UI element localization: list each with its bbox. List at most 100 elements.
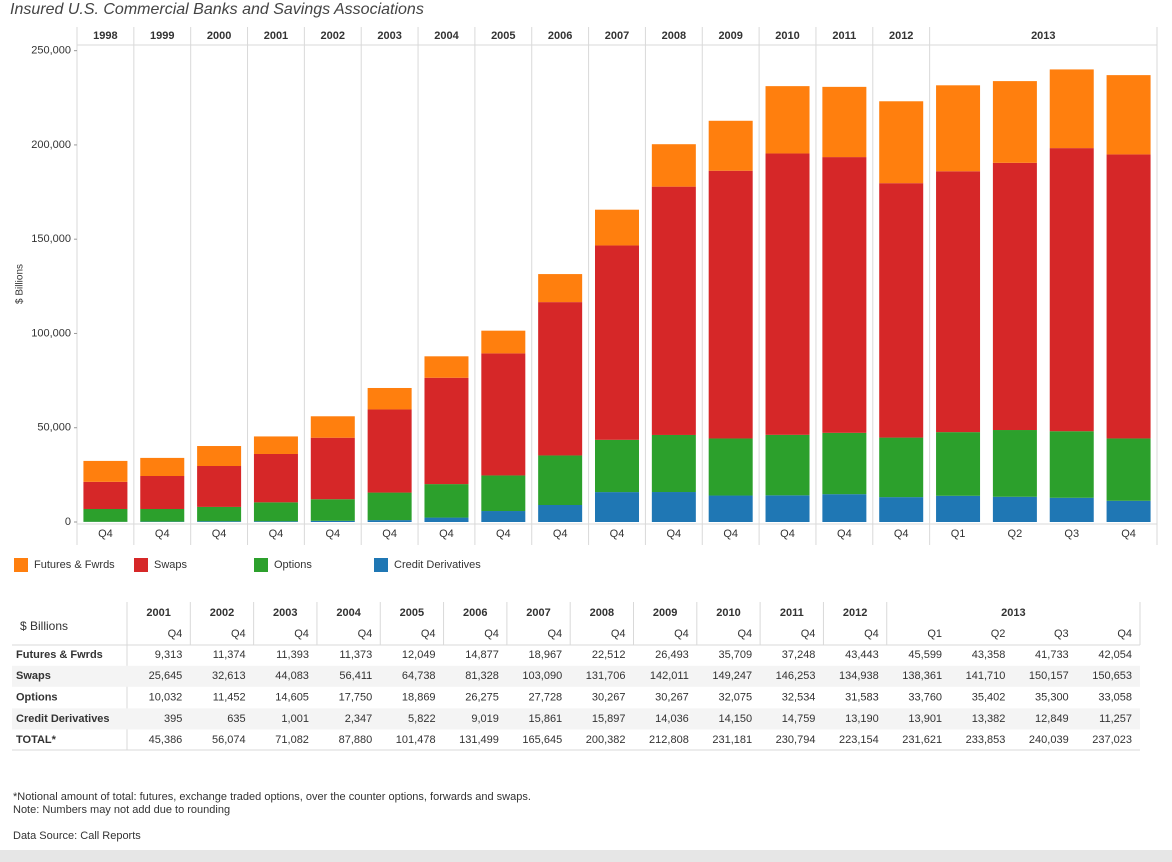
y-tick-label: 250,000 [31, 45, 71, 57]
table-cell: 150,653 [1092, 670, 1132, 682]
bar-segment [83, 481, 128, 509]
table-cell: 35,300 [1035, 692, 1069, 704]
table-period: Q4 [674, 628, 689, 640]
bar-segment [367, 520, 412, 522]
table-cell: 240,039 [1029, 734, 1069, 746]
table-period: Q4 [548, 628, 563, 640]
bar-segment [708, 170, 753, 439]
table-period: Q2 [991, 628, 1006, 640]
bar-segment [879, 437, 924, 498]
row-label: Swaps [16, 670, 51, 682]
year-label: 2005 [491, 30, 515, 42]
table-cell: 11,393 [276, 649, 309, 661]
table-cell: 27,728 [529, 692, 563, 704]
table-cell: 395 [164, 713, 182, 725]
bar-segment [538, 455, 583, 505]
bar-segment [424, 517, 469, 522]
table-year: 2003 [273, 607, 297, 619]
x-tick-label: Q4 [894, 528, 909, 540]
bar-segment [424, 377, 469, 485]
table-cell: 30,267 [592, 692, 626, 704]
row-label: TOTAL* [16, 734, 57, 746]
table-cell: 142,011 [650, 670, 689, 682]
x-tick-label: Q4 [610, 528, 625, 540]
table-cell: 12,849 [1035, 713, 1069, 725]
bar-segment [651, 144, 696, 187]
bar-segment [992, 430, 1037, 497]
table-year: 2012 [843, 607, 867, 619]
table-period: Q4 [358, 628, 373, 640]
bar-segment [253, 453, 298, 503]
table-cell: 1,001 [281, 713, 309, 725]
bar-segment [595, 245, 639, 440]
row-shade [12, 708, 1140, 730]
x-tick-label: Q4 [155, 528, 170, 540]
table-cell: 103,090 [522, 670, 562, 682]
year-label: 2002 [321, 30, 345, 42]
year-label: 2009 [718, 30, 742, 42]
y-tick-label: 50,000 [37, 422, 71, 434]
table-cell: 165,645 [522, 734, 562, 746]
table-period: Q4 [1117, 628, 1132, 640]
bar-segment [538, 274, 583, 303]
bar-segment [140, 475, 185, 509]
table-cell: 9,019 [471, 713, 499, 725]
bar-segment [253, 502, 298, 522]
table-cell: 32,534 [782, 692, 816, 704]
year-label: 2008 [662, 30, 686, 42]
bar-segment [822, 86, 867, 158]
note: *Notional amount of total: futures, exch… [13, 791, 531, 803]
bar-segment [367, 409, 412, 493]
legend-swatch [134, 558, 148, 572]
table-year: 2013 [1001, 607, 1025, 619]
table-cell: 45,386 [149, 734, 183, 746]
x-tick-label: Q4 [269, 528, 284, 540]
table-cell: 43,443 [845, 649, 879, 661]
table-cell: 212,808 [649, 734, 689, 746]
bar-segment [310, 437, 355, 500]
table-cell: 5,822 [408, 713, 436, 725]
table-cell: 233,853 [966, 734, 1006, 746]
table-cell: 101,478 [396, 734, 436, 746]
legend-swatch [14, 558, 28, 572]
bar-segment [83, 508, 128, 522]
table-cell: 15,897 [592, 713, 626, 725]
table-period: Q4 [737, 628, 752, 640]
footer-bar [0, 850, 1172, 862]
table-cell: 81,328 [465, 670, 499, 682]
table-cell: 32,613 [212, 670, 246, 682]
table-cell: 35,402 [972, 692, 1006, 704]
bar-segment [651, 434, 696, 493]
table-cell: 237,023 [1092, 734, 1132, 746]
bar-segment [1049, 497, 1094, 522]
table-cell: 12,049 [402, 649, 436, 661]
table-cell: 44,083 [275, 670, 309, 682]
table-year: 2004 [336, 607, 361, 619]
table-cell: 41,733 [1035, 649, 1069, 661]
table-period: Q4 [294, 628, 309, 640]
table-cell: 17,750 [339, 692, 373, 704]
year-label: 2010 [775, 30, 799, 42]
table-cell: 35,709 [718, 649, 752, 661]
bar-segment [651, 186, 696, 435]
bar-segment [765, 495, 810, 522]
bar-segment [765, 153, 810, 435]
table-cell: 131,499 [459, 734, 499, 746]
y-tick-label: 0 [65, 516, 71, 528]
table-year: 2006 [463, 607, 487, 619]
bar-segment [879, 497, 924, 522]
bar-segment [253, 436, 298, 454]
table-cell: 26,275 [465, 692, 499, 704]
row-label: Credit Derivatives [16, 713, 110, 725]
table-year: 2002 [210, 607, 234, 619]
legend-swatch [254, 558, 268, 572]
x-tick-label: Q4 [837, 528, 852, 540]
table-cell: 71,082 [275, 734, 309, 746]
table-year: 2009 [653, 607, 677, 619]
table-period: Q4 [484, 628, 499, 640]
x-tick-label: Q4 [496, 528, 511, 540]
bar-segment [1106, 154, 1151, 439]
table-cell: 146,253 [776, 670, 816, 682]
bar-segment [481, 511, 526, 522]
table-cell: 11,452 [213, 692, 246, 704]
